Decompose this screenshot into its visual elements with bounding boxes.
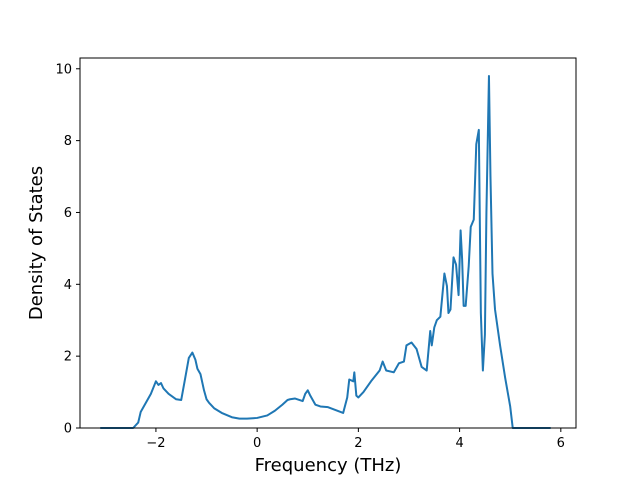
- y-tick-label: 8: [64, 134, 72, 149]
- x-tick-label: 6: [557, 436, 565, 451]
- x-tick-label: 2: [354, 436, 362, 451]
- y-tick-label: 2: [64, 350, 72, 365]
- y-tick-label: 6: [64, 206, 72, 221]
- y-tick-label: 4: [64, 278, 72, 293]
- x-tick-label: 0: [253, 436, 261, 451]
- y-axis-ticks: 0 2 4 6 8 10: [55, 62, 80, 437]
- x-axis-label: Frequency (THz): [255, 455, 402, 476]
- x-tick-label: 4: [455, 436, 463, 451]
- y-tick-label: 0: [64, 422, 72, 437]
- dos-series-line-0: [100, 74, 551, 429]
- plot-layer: [100, 74, 551, 429]
- plot-frame: [79, 57, 577, 429]
- x-axis-ticks: −2 0 2 4 6: [146, 428, 565, 451]
- y-tick-label: 10: [55, 62, 72, 77]
- x-tick-label: −2: [146, 436, 165, 451]
- y-axis-label: Density of States: [26, 166, 47, 320]
